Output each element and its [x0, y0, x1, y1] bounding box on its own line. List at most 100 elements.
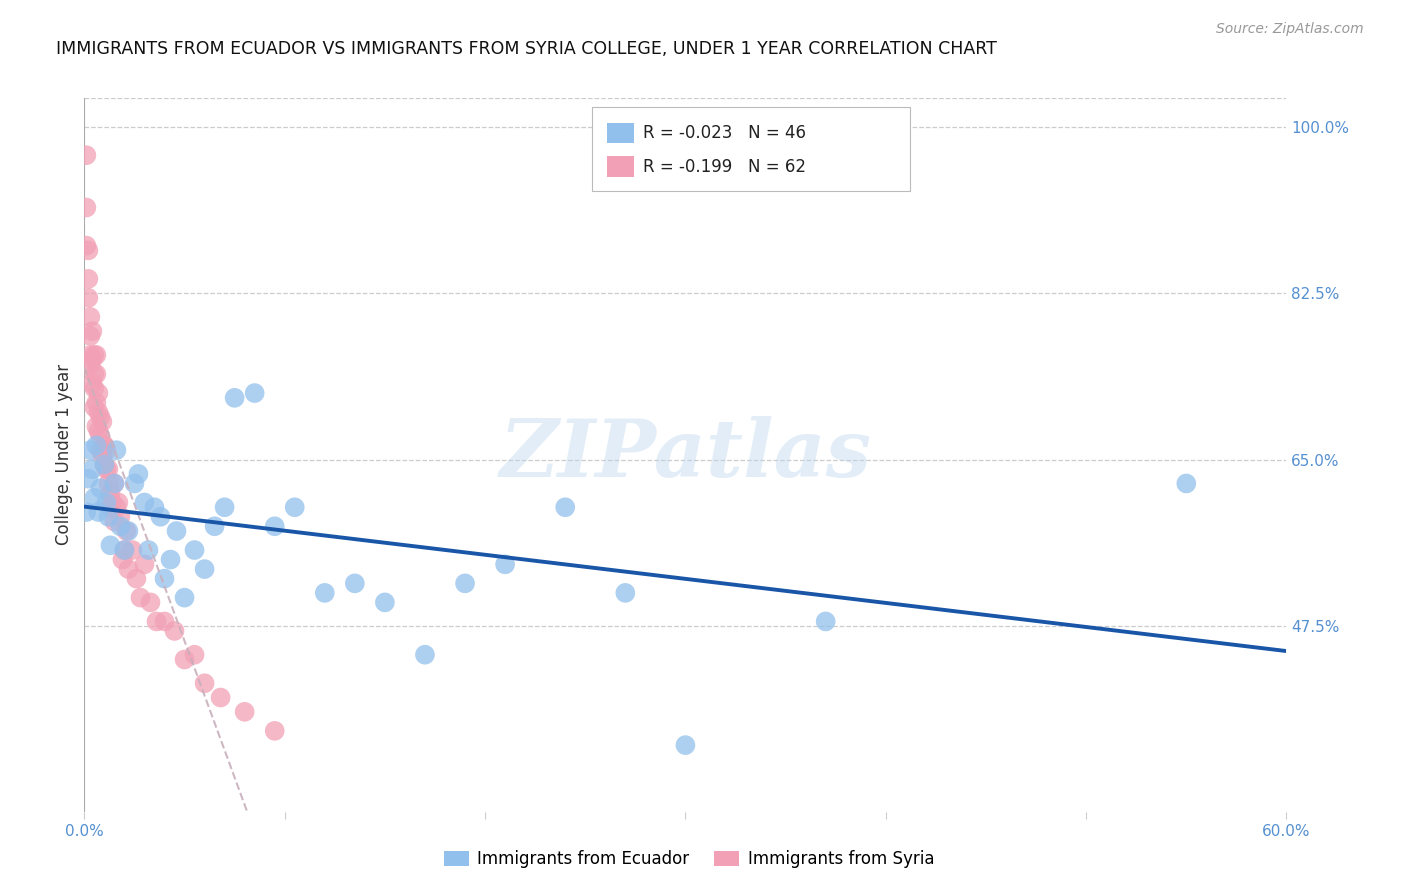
Y-axis label: College, Under 1 year: College, Under 1 year [55, 364, 73, 546]
FancyBboxPatch shape [607, 156, 634, 177]
Point [1175, 476, 1198, 491]
Point [82, 352, 104, 367]
Point [89, 443, 111, 458]
Point [77, 291, 100, 305]
Point [314, 586, 336, 600]
Point [139, 595, 162, 609]
Point [129, 591, 152, 605]
Point [224, 391, 246, 405]
Point [91, 415, 114, 429]
Point [75, 238, 97, 252]
Point [97, 476, 120, 491]
Text: Source: ZipAtlas.com: Source: ZipAtlas.com [1216, 22, 1364, 37]
Point [204, 519, 226, 533]
Point [127, 467, 149, 481]
Point [111, 552, 134, 566]
Point [79, 310, 101, 324]
Point [86, 419, 108, 434]
Point [96, 462, 118, 476]
Point [149, 509, 172, 524]
Point [494, 558, 516, 572]
Point [214, 500, 236, 515]
Point [117, 524, 139, 538]
Point [103, 476, 125, 491]
Legend: Immigrants from Ecuador, Immigrants from Syria: Immigrants from Ecuador, Immigrants from… [437, 844, 941, 875]
Point [413, 648, 436, 662]
Point [86, 348, 108, 362]
Point [83, 401, 105, 415]
Text: ZIPatlas: ZIPatlas [499, 417, 872, 493]
Text: R = -0.199   N = 62: R = -0.199 N = 62 [644, 158, 807, 176]
Point [89, 481, 111, 495]
Point [105, 443, 128, 458]
Point [103, 515, 125, 529]
Point [233, 705, 256, 719]
Point [284, 500, 307, 515]
Point [454, 576, 477, 591]
Point [134, 495, 156, 509]
Point [173, 652, 195, 666]
Point [83, 348, 105, 362]
Point [107, 495, 129, 509]
Point [153, 572, 176, 586]
Point [87, 405, 110, 419]
Point [87, 505, 110, 519]
Point [75, 505, 97, 519]
Point [93, 438, 115, 452]
Point [93, 438, 115, 452]
Point [183, 543, 205, 558]
Point [138, 543, 160, 558]
Point [209, 690, 232, 705]
Point [79, 348, 101, 362]
Point [82, 324, 104, 338]
Point [121, 543, 143, 558]
Point [374, 595, 396, 609]
Point [143, 500, 166, 515]
Point [100, 538, 122, 552]
FancyBboxPatch shape [607, 123, 634, 143]
Point [675, 738, 697, 752]
Text: R = -0.023   N = 46: R = -0.023 N = 46 [644, 124, 807, 142]
Point [77, 472, 100, 486]
Point [134, 558, 156, 572]
Point [77, 272, 100, 286]
Point [93, 458, 115, 472]
Point [87, 386, 110, 401]
Point [115, 524, 138, 538]
Point [163, 624, 186, 638]
Point [83, 381, 105, 395]
Point [87, 424, 110, 438]
Point [100, 486, 122, 500]
Point [91, 448, 114, 462]
Point [83, 367, 105, 381]
Point [153, 615, 176, 629]
Point [82, 376, 104, 391]
Point [93, 458, 115, 472]
Point [97, 509, 120, 524]
Point [86, 367, 108, 381]
Point [77, 244, 100, 258]
Point [814, 615, 837, 629]
Point [124, 476, 146, 491]
Point [166, 524, 188, 538]
Point [173, 591, 195, 605]
Point [101, 495, 124, 509]
Point [110, 509, 132, 524]
Point [75, 148, 97, 162]
FancyBboxPatch shape [592, 107, 910, 191]
Point [114, 543, 135, 558]
Point [82, 462, 104, 476]
Point [89, 429, 111, 443]
Point [114, 543, 135, 558]
Point [75, 201, 97, 215]
Point [110, 519, 132, 533]
Point [105, 500, 128, 515]
Point [96, 495, 118, 509]
Point [614, 586, 637, 600]
Text: IMMIGRANTS FROM ECUADOR VS IMMIGRANTS FROM SYRIA COLLEGE, UNDER 1 YEAR CORRELATI: IMMIGRANTS FROM ECUADOR VS IMMIGRANTS FR… [56, 40, 997, 58]
Point [194, 676, 217, 690]
Point [243, 386, 266, 401]
Point [194, 562, 217, 576]
Point [263, 723, 285, 738]
Point [97, 462, 120, 476]
